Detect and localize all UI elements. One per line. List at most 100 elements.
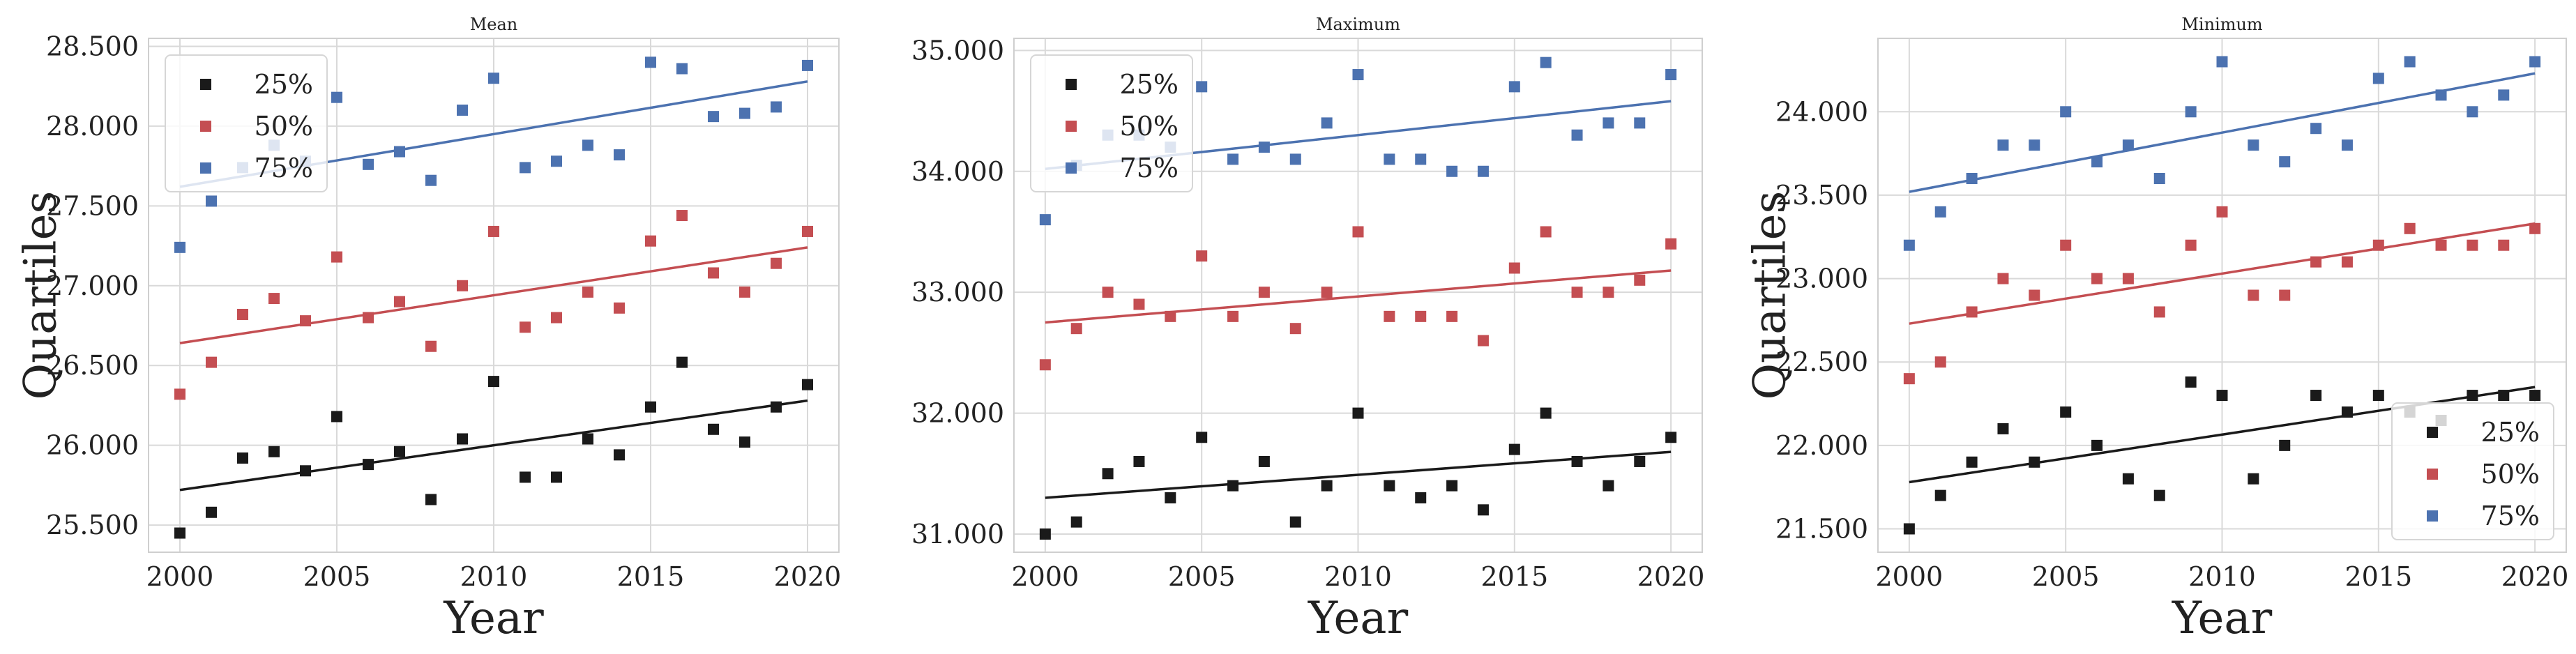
data-point-50 <box>1133 298 1145 310</box>
data-point-50 <box>1289 323 1301 335</box>
data-point-25 <box>1102 468 1114 480</box>
data-point-50 <box>1508 262 1520 274</box>
data-point-25 <box>2498 390 2510 402</box>
data-point-50 <box>2435 239 2447 251</box>
chart-title: Mean <box>470 15 518 34</box>
data-point-50 <box>1446 310 1458 322</box>
data-point-25 <box>2467 390 2478 402</box>
data-point-75 <box>1966 173 1978 184</box>
legend-marker-25 <box>2427 427 2438 438</box>
data-point-75 <box>2279 156 2291 168</box>
data-point-50 <box>2498 239 2510 251</box>
legend-label: 25% <box>255 69 313 100</box>
data-point-50 <box>2060 239 2072 251</box>
panel-mean: Mean 2000 2005 2010 2015 2020 25.500 26.000 26.5… <box>15 15 842 644</box>
data-point-75 <box>739 107 750 119</box>
plot-frame <box>148 38 840 553</box>
legend-label: 75% <box>255 153 313 183</box>
data-point-50 <box>2122 273 2134 284</box>
data-point-50 <box>1227 310 1239 322</box>
data-point-25 <box>488 376 499 388</box>
data-point-75 <box>2404 56 2416 68</box>
data-point-25 <box>802 379 813 390</box>
data-point-25 <box>645 401 656 413</box>
data-point-50 <box>2310 256 2322 268</box>
data-point-75 <box>1997 139 2009 151</box>
data-point-25 <box>1903 523 1915 535</box>
data-point-25 <box>1196 432 1208 443</box>
data-point-25 <box>1477 504 1489 516</box>
data-point-25 <box>2185 376 2197 388</box>
data-point-25 <box>1966 456 1978 468</box>
data-point-50 <box>1477 335 1489 347</box>
data-point-25 <box>1997 423 2009 434</box>
data-point-25 <box>2029 456 2040 468</box>
chart-title: Minimum <box>2181 15 2263 34</box>
data-point-75 <box>1446 165 1458 177</box>
data-point-75 <box>425 174 437 186</box>
y-tick-label: 23.000 <box>1775 264 1868 294</box>
data-point-75 <box>2435 89 2447 101</box>
data-point-50 <box>457 280 468 291</box>
legend: 25% 50% 75% <box>1030 54 1193 192</box>
data-point-50 <box>1321 287 1333 298</box>
data-point-75 <box>1227 153 1239 165</box>
data-point-50 <box>614 302 625 314</box>
y-tick-label: 23.500 <box>1775 180 1868 211</box>
data-point-25 <box>2372 390 2384 402</box>
data-point-25 <box>1039 528 1051 540</box>
data-point-50 <box>1571 287 1583 298</box>
data-point-75 <box>1258 142 1270 153</box>
data-point-50 <box>394 296 405 307</box>
data-point-75 <box>1321 117 1333 129</box>
legend-label: 75% <box>2481 501 2540 531</box>
data-point-75 <box>1934 206 1946 218</box>
data-point-50 <box>1258 287 1270 298</box>
data-point-50 <box>2372 239 2384 251</box>
data-point-75 <box>488 73 499 84</box>
data-point-75 <box>1289 153 1301 165</box>
data-point-50 <box>1352 226 1364 238</box>
data-point-25 <box>739 436 750 448</box>
legend-marker-50 <box>1066 121 1077 132</box>
data-point-25 <box>1384 480 1395 492</box>
data-point-25 <box>1571 455 1583 467</box>
x-tick-label: 2010 <box>2188 561 2256 592</box>
x-tick-label: 2015 <box>2344 561 2412 592</box>
legend: 25% 50% 75% <box>165 54 328 192</box>
data-point-50 <box>174 388 185 400</box>
y-tick-label: 32.000 <box>911 398 1004 429</box>
data-point-25 <box>1133 455 1145 467</box>
chart-title: Maximum <box>1316 15 1400 34</box>
legend-label: 25% <box>2481 417 2540 448</box>
data-point-50 <box>1540 226 1552 238</box>
data-point-50 <box>802 225 813 237</box>
data-point-75 <box>1196 81 1208 93</box>
data-point-75 <box>708 111 719 123</box>
data-point-50 <box>1966 306 1978 318</box>
plot-frame <box>1013 38 1703 553</box>
trend-line-50 <box>179 246 808 344</box>
data-point-25 <box>2153 489 2165 501</box>
data-point-25 <box>1258 455 1270 467</box>
data-point-75 <box>206 195 217 207</box>
data-point-25 <box>394 446 405 457</box>
data-point-50 <box>771 257 782 269</box>
data-point-75 <box>1571 129 1583 141</box>
data-point-25 <box>331 411 342 423</box>
y-tick-label: 27.500 <box>46 190 139 221</box>
trend-line-50 <box>1045 269 1672 324</box>
data-point-25 <box>2091 439 2103 451</box>
y-tick-label: 34.000 <box>911 156 1004 187</box>
data-point-25 <box>425 494 437 505</box>
data-point-75 <box>2248 139 2259 151</box>
legend-marker-75 <box>200 162 211 174</box>
data-point-25 <box>2216 390 2228 402</box>
x-tick-label: 2000 <box>1012 561 1079 592</box>
data-point-75 <box>2372 73 2384 84</box>
x-tick-label: 2015 <box>617 561 685 592</box>
x-tick-label: 2005 <box>1168 561 1236 592</box>
data-point-25 <box>1321 480 1333 492</box>
data-point-50 <box>1196 250 1208 262</box>
